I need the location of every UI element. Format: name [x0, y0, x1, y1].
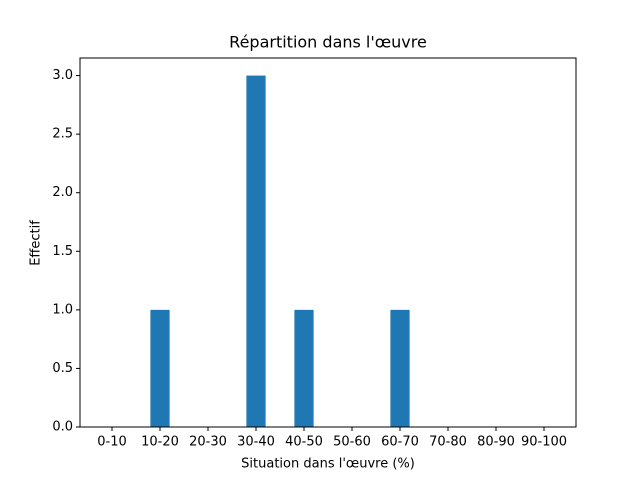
x-tick-label: 50-60: [333, 435, 371, 450]
y-tick-label: 2.5: [52, 127, 73, 142]
x-tick-label: 90-100: [521, 435, 567, 450]
bar: [294, 309, 314, 427]
x-tick-label: 20-30: [189, 435, 227, 450]
y-axis-label: Effectif: [29, 220, 44, 266]
y-tick-label: 2.0: [52, 185, 73, 200]
plot-frame: [79, 57, 577, 428]
x-tick-label: 70-80: [429, 435, 467, 450]
x-tick-label: 80-90: [477, 435, 515, 450]
bar: [390, 309, 410, 427]
bar: [246, 75, 266, 428]
x-tick-label: 10-20: [141, 435, 179, 450]
y-tick-label: 0.5: [52, 361, 73, 376]
x-axis-label: Situation dans l'œuvre (%): [241, 457, 415, 472]
x-tick-label: 40-50: [285, 435, 323, 450]
chart-title: Répartition dans l'œuvre: [229, 33, 427, 52]
y-tick-label: 3.0: [52, 68, 73, 83]
y-tick-label: 0.0: [52, 420, 73, 435]
x-tick-label: 60-70: [381, 435, 419, 450]
y-tick-label: 1.5: [52, 244, 73, 259]
x-tick-label: 0-10: [97, 435, 127, 450]
x-tick-label: 30-40: [237, 435, 275, 450]
bar: [150, 309, 170, 427]
y-tick-label: 1.0: [52, 302, 73, 317]
